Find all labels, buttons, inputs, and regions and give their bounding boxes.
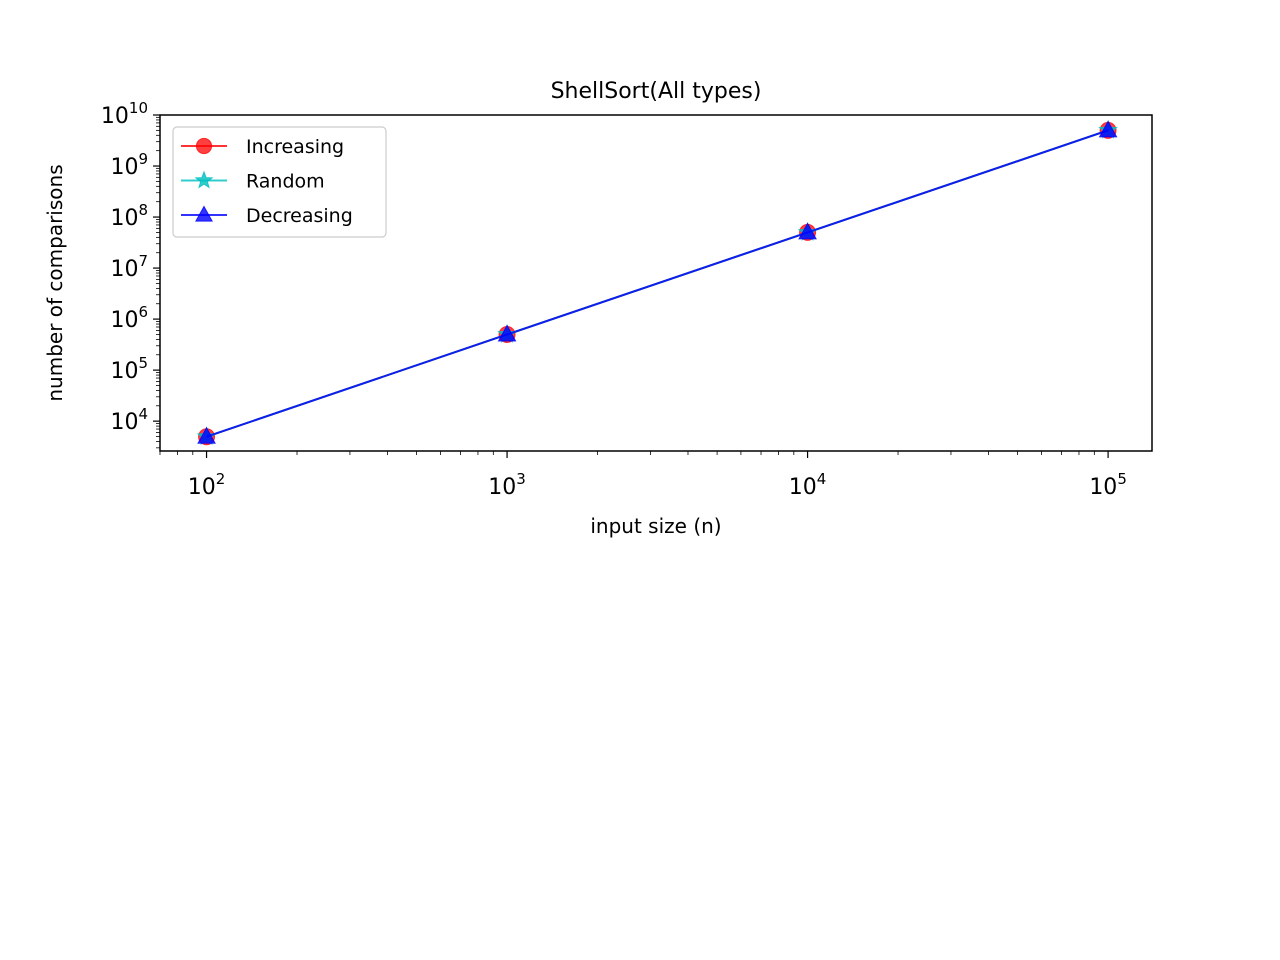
chart-title: ShellSort(All types) bbox=[551, 79, 762, 104]
series-decreasing bbox=[197, 120, 1118, 444]
legend-label: Random bbox=[246, 171, 325, 193]
y-axis: 104 105 106 107 108 109 1010 bbox=[101, 99, 160, 449]
legend-marker bbox=[195, 205, 213, 222]
x-axis-label: input size (n) bbox=[590, 514, 721, 538]
y-tick-label: 108 bbox=[110, 201, 148, 231]
legend-marker bbox=[194, 170, 214, 189]
x-tick-label: 104 bbox=[789, 470, 827, 500]
x-tick-label: 103 bbox=[488, 470, 526, 500]
data-point-decreasing bbox=[497, 324, 517, 342]
y-tick-label: 104 bbox=[110, 405, 148, 435]
series-line-decreasing bbox=[206, 129, 1109, 438]
y-tick-label: 106 bbox=[110, 303, 148, 333]
legend-marker bbox=[195, 137, 213, 155]
legend-label: Increasing bbox=[246, 136, 344, 158]
legend-item-decreasing: Decreasing bbox=[181, 205, 353, 227]
legend-label: Decreasing bbox=[246, 205, 353, 227]
legend: Increasing Random Decreasing bbox=[172, 126, 387, 238]
data-point-decreasing bbox=[197, 426, 216, 444]
data-point-decreasing bbox=[1098, 120, 1118, 138]
x-axis: 102 103 104 105 bbox=[159, 451, 1127, 500]
x-tick-label: 102 bbox=[188, 470, 226, 500]
plot-frame bbox=[159, 114, 1153, 452]
y-axis-label: number of comparisons bbox=[43, 164, 67, 401]
legend-item-increasing: Increasing bbox=[181, 136, 344, 158]
plot-area bbox=[159, 114, 1153, 452]
data-point-decreasing bbox=[798, 222, 817, 240]
y-tick-label: 107 bbox=[110, 252, 148, 282]
y-tick-label: 1010 bbox=[101, 99, 148, 129]
y-tick-label: 105 bbox=[110, 354, 148, 384]
legend-item-random: Random bbox=[181, 171, 325, 193]
y-tick-label: 109 bbox=[110, 150, 148, 180]
x-tick-label: 105 bbox=[1089, 470, 1127, 500]
legend-box bbox=[172, 126, 387, 238]
